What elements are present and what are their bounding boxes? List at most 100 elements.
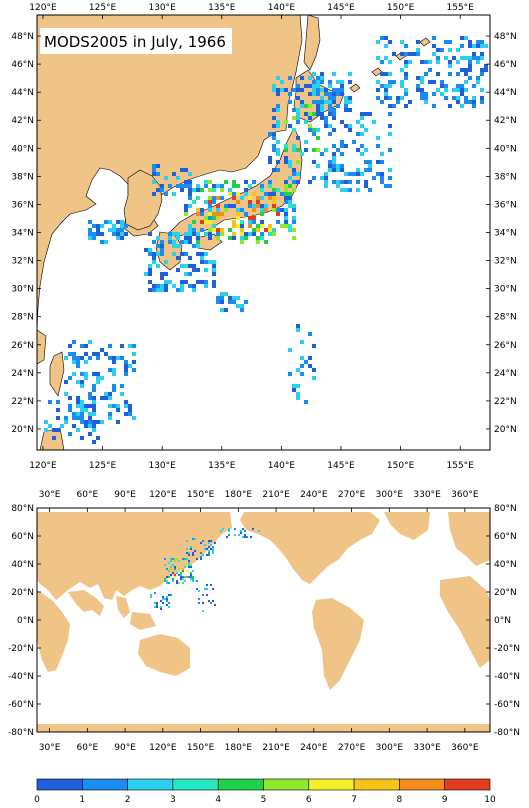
obs-cell xyxy=(388,148,392,152)
obs-cell xyxy=(112,384,116,388)
obs-cell xyxy=(188,264,192,268)
obs-cell xyxy=(476,44,480,48)
obs-cell xyxy=(272,132,276,136)
obs-cell xyxy=(448,40,452,44)
obs-cell xyxy=(212,588,214,590)
obs-cell xyxy=(392,52,396,56)
obs-cell xyxy=(156,172,160,176)
obs-cell xyxy=(316,108,320,112)
obs-cell xyxy=(308,332,312,336)
obs-cell xyxy=(276,76,280,80)
obs-cell xyxy=(72,340,76,344)
obs-cell xyxy=(212,184,216,188)
obs-cell xyxy=(206,594,208,596)
obs-cell xyxy=(174,558,176,560)
obs-cell xyxy=(188,560,190,562)
obs-cell xyxy=(468,100,472,104)
obs-cell xyxy=(268,224,272,228)
lon-tick-label: 360°E xyxy=(451,743,479,753)
obs-cell xyxy=(276,88,280,92)
obs-cell xyxy=(480,40,484,44)
obs-cell xyxy=(112,404,116,408)
obs-cell xyxy=(276,208,280,212)
obs-cell xyxy=(88,220,92,224)
lon-tick-label: 130°E xyxy=(148,461,176,471)
obs-cell xyxy=(120,228,124,232)
lat-tick-label: 0°N xyxy=(17,616,34,626)
obs-cell xyxy=(308,104,312,108)
obs-cell xyxy=(156,284,160,288)
lat-tick-label: 80°N xyxy=(494,504,517,514)
obs-cell xyxy=(236,212,240,216)
obs-cell xyxy=(160,288,164,292)
regional-map: MODS2005 in July, 1966 120°E 125°E 130°E 13… xyxy=(11,3,516,471)
obs-cell xyxy=(68,344,72,348)
obs-cell xyxy=(348,188,352,192)
obs-cell xyxy=(288,224,292,228)
lat-tick-label: 22°N xyxy=(494,397,517,407)
obs-cell xyxy=(100,348,104,352)
obs-cell xyxy=(100,240,104,244)
obs-cell xyxy=(296,368,300,372)
obs-cell xyxy=(190,574,192,576)
obs-cell xyxy=(164,280,168,284)
obs-cell xyxy=(204,544,206,546)
obs-cell xyxy=(188,196,192,200)
obs-cell xyxy=(388,176,392,180)
obs-cell xyxy=(84,344,88,348)
obs-cell xyxy=(156,164,160,168)
obs-cell xyxy=(234,528,236,530)
obs-cell xyxy=(288,348,292,352)
obs-cell xyxy=(300,364,304,368)
regional-lon-ticks-top: 120°E 125°E 130°E 135°E 140°E 145°E 150°E 155°E xyxy=(29,3,474,19)
obs-cell xyxy=(84,420,88,424)
africa-east xyxy=(440,576,490,668)
obs-cell xyxy=(284,156,288,160)
obs-cell xyxy=(164,176,168,180)
obs-cell xyxy=(328,104,332,108)
obs-cell xyxy=(252,192,256,196)
obs-cell xyxy=(292,108,296,112)
obs-cell xyxy=(252,216,256,220)
obs-cell xyxy=(208,204,212,208)
obs-cell xyxy=(176,184,180,188)
obs-cell xyxy=(388,168,392,172)
obs-cell xyxy=(182,582,184,584)
lon-tick-label: 60°E xyxy=(77,490,99,500)
obs-cell xyxy=(296,172,300,176)
obs-cell xyxy=(232,204,236,208)
lat-tick-label: 36°N xyxy=(494,200,517,210)
obs-cell xyxy=(340,140,344,144)
obs-cell xyxy=(52,428,56,432)
lat-tick-label: 80°N xyxy=(11,504,34,514)
obs-cell xyxy=(204,216,208,220)
obs-cell xyxy=(300,104,304,108)
obs-cell xyxy=(188,204,192,208)
obs-cell xyxy=(152,260,156,264)
obs-cell xyxy=(148,272,152,276)
lon-tick-label: 300°E xyxy=(376,490,404,500)
obs-cell xyxy=(248,196,252,200)
obs-cell xyxy=(172,232,176,236)
obs-cell xyxy=(164,558,166,560)
obs-cell xyxy=(472,84,476,88)
obs-cell xyxy=(96,224,100,228)
lon-tick-label: 270°E xyxy=(338,490,366,500)
obs-cell xyxy=(328,92,332,96)
obs-cell xyxy=(472,100,476,104)
obs-cell xyxy=(192,228,196,232)
obs-cell xyxy=(260,220,264,224)
obs-cell xyxy=(88,424,92,428)
obs-cell xyxy=(156,252,160,256)
obs-cell xyxy=(202,602,204,604)
obs-cell xyxy=(170,558,172,560)
obs-cell xyxy=(464,80,468,84)
obs-cell xyxy=(48,424,52,428)
obs-cell xyxy=(316,136,320,140)
obs-cell xyxy=(384,56,388,60)
south-america xyxy=(312,598,364,690)
obs-cell xyxy=(288,228,292,232)
obs-cell xyxy=(196,588,198,590)
obs-cell xyxy=(108,396,112,400)
obs-cell xyxy=(252,528,254,530)
